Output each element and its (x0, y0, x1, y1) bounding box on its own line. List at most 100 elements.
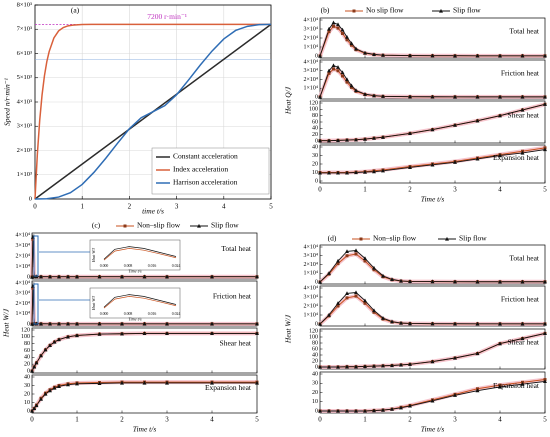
d-slip-point (318, 279, 322, 284)
b-slip-point (363, 50, 367, 55)
c-slip-point (97, 331, 102, 336)
b-slip-point (340, 70, 345, 75)
d-xtick-label: 3 (453, 416, 457, 424)
c-ytick-label: 40 (24, 355, 30, 361)
a-ytick-label: 8×10³ (17, 1, 32, 8)
b-slip-point (430, 127, 435, 132)
b-no-slip-point (341, 32, 344, 35)
c-slip-point (165, 380, 169, 385)
d-slip-point (430, 398, 435, 403)
b-slip-point (475, 94, 480, 99)
a-ytick-label: 7×10³ (17, 26, 32, 33)
b-slip-point (381, 94, 385, 98)
b-legend-no-slip-label: No slip flow (366, 6, 404, 15)
d-slip-point (498, 341, 502, 346)
a-xtick-label: 2 (128, 203, 132, 211)
d-slip-point (475, 388, 480, 393)
d-slip-point (453, 355, 457, 360)
c-ytick-label: 0 (27, 408, 30, 414)
c-slip-point (142, 331, 147, 336)
d-slip-point (475, 351, 480, 356)
d-slip-point (354, 290, 358, 295)
c-slip-point (57, 337, 61, 342)
d-slip-point (318, 321, 322, 326)
d-slip-point (399, 278, 403, 283)
b-slip-point (475, 156, 480, 161)
d-subplot-title: Friction heat (501, 295, 540, 304)
d-slip-point (381, 407, 385, 412)
d-ytick-label: 100 (309, 334, 318, 340)
a-annotation: 7200 r·min⁻¹ (147, 12, 187, 21)
b-slip-point (475, 118, 480, 123)
c-slip-point (97, 381, 102, 385)
c-slip-point (66, 334, 70, 339)
b-subplot-frame (319, 59, 546, 100)
b-no-slip-point (336, 26, 340, 30)
c-slip-point (210, 380, 214, 385)
b-slip-point (363, 169, 367, 174)
c-slip-point (120, 331, 124, 336)
d-no-slip-point (345, 254, 349, 258)
d-xlabel: Time t/s (421, 425, 445, 434)
b-no-slip-point (327, 30, 331, 34)
c-ytick-label: 1×10⁴ (16, 311, 30, 317)
d-slip-point (543, 321, 547, 326)
d-ytick-label: 60 (312, 346, 318, 352)
d-ytick-label: 3×10⁴ (304, 294, 318, 300)
c-slip-point (255, 321, 259, 326)
d-slip-point (520, 336, 525, 341)
c-xtick-label: 4 (210, 416, 214, 424)
c-slip-point (48, 321, 52, 326)
b-slip-point (520, 150, 525, 155)
d-no-slip-point (345, 296, 349, 300)
d-panel-label: (d) (328, 234, 337, 243)
c-slip-point (142, 321, 147, 326)
b-slip-point (520, 94, 525, 99)
c-slip-point (43, 347, 48, 352)
d-no-slip-point (363, 301, 367, 305)
c-xlabel: Time t/s (133, 425, 157, 434)
b-slip-point (430, 94, 435, 99)
d-ytick-label: 3×10⁴ (304, 253, 318, 259)
b-ytick-label: 40 (312, 126, 318, 132)
d-slip-point (345, 364, 349, 369)
b-slip-point (354, 137, 358, 142)
c-slip-point (57, 321, 61, 326)
c-slip-point (30, 408, 34, 413)
b-ytick-label: 2×10⁴ (304, 35, 318, 41)
b-xtick-label: 5 (543, 186, 547, 194)
c-slip-point (120, 321, 124, 326)
d-ytick-label: 0 (315, 408, 318, 414)
c-ytick-label: 0 (27, 321, 30, 327)
b-ytick-label: 4×10⁴ (304, 17, 318, 23)
d-ytick-label: 2×10⁴ (304, 262, 318, 268)
b-legend-slip-marker (439, 8, 443, 13)
a-legend-label: Constant acceleration (173, 152, 238, 161)
d-slip-point (520, 321, 525, 326)
c-slip-point (120, 380, 124, 385)
c-series-slip-line (31, 332, 257, 372)
c-inset-friction-xtick-label: 0.008 (124, 312, 133, 316)
d-no-slip-point (372, 268, 376, 272)
d-slip-point (399, 405, 403, 410)
d-subplot-frame (319, 285, 546, 327)
b-slip-point (475, 53, 480, 58)
d-slip-point (498, 279, 502, 284)
b-slip-point (354, 170, 358, 175)
d-xtick-label: 5 (543, 416, 547, 424)
d-slip-point (363, 298, 367, 303)
d-slip-point (327, 271, 331, 275)
c-legend-slip-label: Slip flow (211, 221, 239, 230)
d-slip-point (381, 363, 385, 368)
b-slip-point (354, 46, 358, 51)
d-slip-point (408, 321, 412, 326)
c-no-slip-point (31, 286, 35, 290)
c-legend-no-slip-label: Non–slip flow (137, 221, 181, 230)
d-slip-point (408, 362, 412, 366)
d-subplot-title: Total heat (509, 253, 540, 262)
d-slip-point (390, 319, 394, 324)
a-legend-label: Index acceleration (173, 165, 228, 174)
d-slip-point (336, 258, 340, 263)
d-slip-point (453, 393, 457, 397)
d-slip-point (430, 359, 435, 364)
